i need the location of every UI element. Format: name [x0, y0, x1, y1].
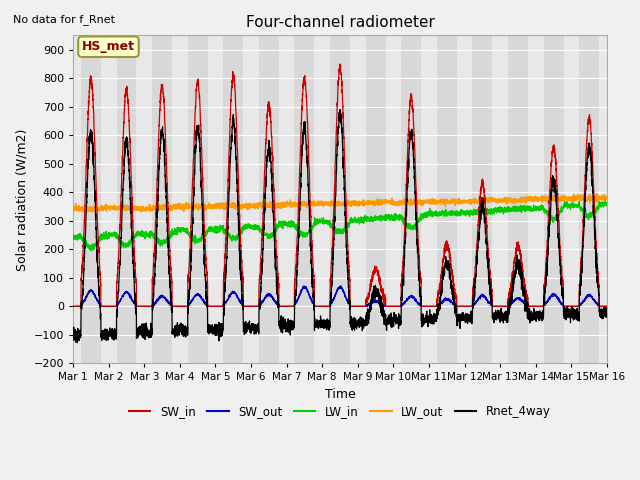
Bar: [508, 36, 528, 363]
Bar: [543, 36, 563, 363]
Bar: [579, 36, 599, 363]
Bar: [401, 36, 421, 363]
Bar: [152, 36, 172, 363]
Bar: [330, 36, 350, 363]
Bar: [437, 36, 457, 363]
Legend: SW_in, SW_out, LW_in, LW_out, Rnet_4way: SW_in, SW_out, LW_in, LW_out, Rnet_4way: [125, 401, 556, 423]
Bar: [188, 36, 207, 363]
Bar: [223, 36, 243, 363]
Bar: [116, 36, 136, 363]
Bar: [81, 36, 101, 363]
Bar: [365, 36, 385, 363]
Text: No data for f_Rnet: No data for f_Rnet: [13, 14, 115, 25]
X-axis label: Time: Time: [324, 388, 355, 401]
Title: Four-channel radiometer: Four-channel radiometer: [246, 15, 435, 30]
Y-axis label: Solar radiation (W/m2): Solar radiation (W/m2): [15, 128, 28, 271]
Bar: [259, 36, 279, 363]
Bar: [294, 36, 314, 363]
Bar: [472, 36, 492, 363]
Text: HS_met: HS_met: [82, 40, 135, 53]
